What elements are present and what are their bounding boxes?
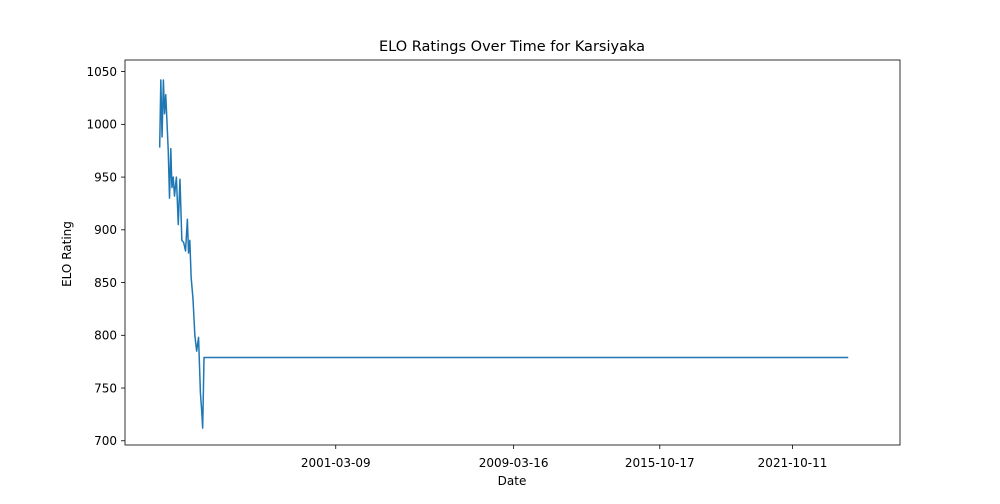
y-tick-label: 950 [94, 170, 117, 184]
y-tick-label: 850 [94, 276, 117, 290]
x-tick-label: 2009-03-16 [479, 456, 549, 470]
chart-title: ELO Ratings Over Time for Karsiyaka [379, 39, 645, 55]
y-tick-label: 1000 [86, 118, 117, 132]
x-axis: 2001-03-09 2009-03-16 2015-10-17 2021-10-11 [301, 445, 828, 470]
y-axis: 700 750 800 850 900 950 1000 1050 [86, 65, 125, 448]
y-tick-label: 700 [94, 434, 117, 448]
y-tick-label: 800 [94, 329, 117, 343]
plot-frame [124, 59, 901, 446]
y-tick-label: 750 [94, 381, 117, 395]
plot-area [124, 59, 901, 446]
y-tick-label: 1050 [86, 65, 117, 79]
x-tick-label: 2015-10-17 [625, 456, 695, 470]
x-tick-label: 2001-03-09 [301, 456, 371, 470]
x-tick-label: 2021-10-11 [758, 456, 828, 470]
x-axis-label: Date [498, 474, 527, 488]
y-axis-label: ELO Rating [60, 221, 74, 287]
series-line-0 [158, 79, 849, 429]
y-tick-label: 900 [94, 223, 117, 237]
